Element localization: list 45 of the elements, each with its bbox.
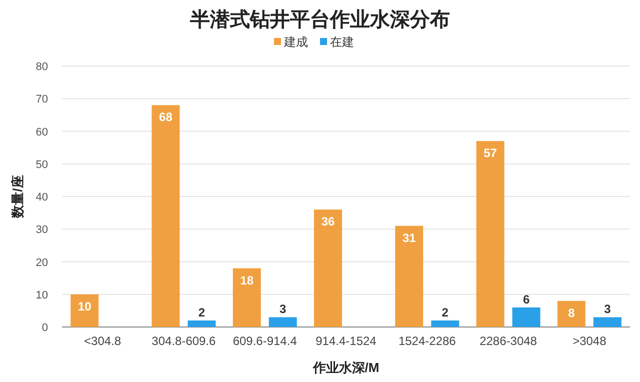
y-tick-label: 50 xyxy=(36,158,48,171)
x-tick-label: 914.4-1524 xyxy=(316,334,377,348)
data-label: 36 xyxy=(321,214,335,229)
data-label: 3 xyxy=(604,302,612,316)
x-tick-label: 1524-2286 xyxy=(398,334,456,348)
bar xyxy=(593,317,622,327)
bar xyxy=(70,294,99,327)
x-tick-label: 2286-3048 xyxy=(480,334,538,348)
bar xyxy=(512,307,540,327)
x-axis-title: 作业水深/M xyxy=(312,360,380,375)
y-tick-label: 80 xyxy=(36,61,48,73)
bar xyxy=(188,320,216,327)
data-label: 6 xyxy=(522,292,530,306)
x-tick-label: >3048 xyxy=(572,334,607,348)
y-tick-label: 40 xyxy=(36,192,48,204)
x-tick-label: 609.6-914.4 xyxy=(232,334,298,348)
x-tick-label: <304.8 xyxy=(84,334,122,348)
bar xyxy=(395,226,424,327)
bar xyxy=(314,210,342,327)
bar xyxy=(431,320,460,327)
data-label: 8 xyxy=(568,306,576,320)
y-tick-label: 0 xyxy=(42,322,48,334)
y-axis-title: 数量/座 xyxy=(10,175,25,219)
legend-label: 建成 xyxy=(283,35,308,49)
y-tick-label: 70 xyxy=(36,94,48,106)
data-label: 68 xyxy=(159,110,173,124)
data-label: 18 xyxy=(240,273,254,288)
data-label: 57 xyxy=(484,146,498,160)
y-tick-label: 30 xyxy=(36,224,48,236)
bar xyxy=(152,105,180,327)
x-tick-label: 304.8-609.6 xyxy=(152,334,216,348)
bar xyxy=(232,268,261,327)
data-label: 10 xyxy=(78,299,92,314)
bar xyxy=(557,300,586,327)
y-tick-label: 60 xyxy=(36,126,48,138)
data-label: 31 xyxy=(402,230,416,245)
chart-title: 半潜式钻井平台作业水深分布 xyxy=(189,8,450,31)
bar xyxy=(268,317,297,327)
data-label: 2 xyxy=(442,305,449,320)
y-tick-label: 10 xyxy=(36,289,48,302)
data-label: 2 xyxy=(198,305,206,320)
y-tick-label: 20 xyxy=(36,256,48,269)
legend-label: 在建 xyxy=(330,35,354,49)
bar xyxy=(476,141,504,327)
data-label: 3 xyxy=(280,302,287,316)
